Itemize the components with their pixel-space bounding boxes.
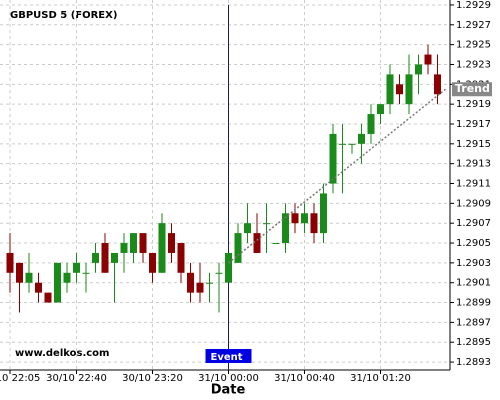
candle-body xyxy=(234,233,242,263)
trend-line xyxy=(228,88,446,264)
candle-body xyxy=(44,292,52,303)
candle-body xyxy=(358,133,365,144)
candle-body xyxy=(424,54,432,65)
candle-body xyxy=(225,252,232,283)
y-tick-label: 1.2923 xyxy=(456,59,491,70)
candle-body xyxy=(367,114,375,134)
candle-body xyxy=(25,272,33,283)
candle-body xyxy=(282,213,289,244)
y-tick-label: 1.2897 xyxy=(456,317,491,328)
candle-body xyxy=(82,272,90,274)
candle-body xyxy=(310,213,318,234)
chart-title: GBPUSD 5 (FOREX) xyxy=(10,10,117,21)
candle-body xyxy=(386,74,394,105)
candle-body xyxy=(139,233,147,253)
candle-body xyxy=(253,233,261,253)
y-tick-label: 1.2903 xyxy=(456,258,491,269)
candle-body xyxy=(54,262,61,303)
candle-body xyxy=(244,223,251,234)
candle-body xyxy=(291,213,299,224)
candle-body xyxy=(329,133,337,184)
candle-body xyxy=(111,252,118,263)
candle-body xyxy=(187,272,194,293)
candle-body xyxy=(92,252,99,263)
x-tick-label: 31/10 00:40 xyxy=(274,373,335,384)
x-tick-label: 31/10 00:00 xyxy=(198,373,259,384)
candle-body xyxy=(16,262,23,283)
candle-body xyxy=(320,193,327,234)
x-tick-label: 30/10 23:20 xyxy=(122,373,183,384)
y-tick-label: 1.2893 xyxy=(456,357,491,368)
candle-body xyxy=(35,282,42,293)
y-tick-label: 1.2901 xyxy=(456,278,491,289)
candle-body xyxy=(348,143,356,145)
y-tick-label: 1.2927 xyxy=(456,20,491,31)
y-tick-label: 1.2895 xyxy=(456,337,491,348)
y-tick-label: 1.2907 xyxy=(456,218,491,229)
x-tick-label: 30/10 22:40 xyxy=(46,373,107,384)
candle-body xyxy=(120,243,128,253)
candle-body xyxy=(63,272,71,283)
candle-body xyxy=(434,74,441,95)
y-tick-label: 1.2913 xyxy=(456,159,491,170)
x-tick-label: 30/10 22:05 xyxy=(0,373,40,384)
candle-body xyxy=(377,104,384,115)
event-box xyxy=(205,349,252,363)
candle-body xyxy=(215,272,223,274)
candle-body xyxy=(196,282,204,293)
y-tick-label: 1.2919 xyxy=(456,99,491,110)
y-tick-label: 1.2899 xyxy=(456,298,491,309)
candle-body xyxy=(130,233,137,253)
watermark: www.delkos.com xyxy=(15,348,109,359)
candle-body xyxy=(149,252,156,273)
event-label: Event xyxy=(210,352,242,363)
y-tick-label: 1.2917 xyxy=(456,119,491,130)
candle-body xyxy=(6,252,14,273)
candle-body xyxy=(158,223,166,273)
y-tick-label: 1.2925 xyxy=(456,40,491,51)
candle-body xyxy=(168,233,175,253)
y-tick-label: 1.2911 xyxy=(456,179,491,190)
candle-body xyxy=(263,223,270,225)
candle-body xyxy=(405,74,413,105)
candle-body xyxy=(101,243,109,273)
x-axis-label: Date xyxy=(211,383,246,398)
candle-body xyxy=(206,282,213,284)
candle-body xyxy=(177,243,185,273)
candle-body xyxy=(301,213,308,224)
candle-body xyxy=(73,262,80,273)
trend-label: Trend xyxy=(455,82,490,95)
candle-body xyxy=(339,143,346,145)
x-tick-label: 31/10 01:20 xyxy=(350,373,411,384)
y-tick-label: 1.2905 xyxy=(456,238,491,249)
y-tick-label: 1.2915 xyxy=(456,139,491,150)
candle-body xyxy=(272,243,280,245)
y-tick-label: 1.2929 xyxy=(456,0,491,11)
trend-box xyxy=(452,82,492,97)
y-tick-label: 1.2909 xyxy=(456,198,491,209)
candle-body xyxy=(396,84,403,95)
candle-body xyxy=(415,64,422,75)
